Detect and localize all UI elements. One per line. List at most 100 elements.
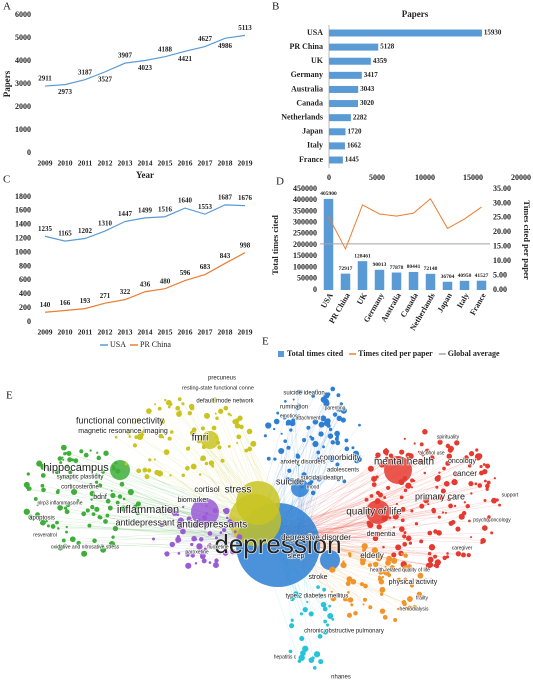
network-node (61, 444, 67, 451)
network-node (306, 425, 311, 430)
network-node (442, 555, 447, 561)
bar (476, 280, 487, 290)
panel-label: A (3, 1, 11, 13)
node-label: corticosterone (61, 485, 99, 491)
node-label: nhanes (331, 675, 351, 681)
network-node (236, 534, 243, 540)
network-node (110, 492, 116, 499)
network-edge (58, 528, 263, 533)
network-node (429, 455, 435, 461)
y-tick-label: 0 (27, 148, 31, 157)
y-tick-label: 250000 (293, 229, 317, 238)
y-tick-label: 1200 (15, 233, 31, 242)
network-node (481, 525, 488, 531)
network-node (374, 456, 378, 460)
x-tick-label: 2018 (218, 159, 233, 168)
y-tick-label: 1000 (15, 125, 31, 134)
network-node (57, 456, 63, 461)
network-node (185, 446, 190, 451)
data-label: 140 (40, 301, 51, 309)
network-node (185, 465, 190, 471)
y-tick-label: 0 (27, 317, 31, 326)
network-node (227, 519, 233, 525)
network-node (427, 556, 434, 563)
network-node (108, 541, 116, 548)
x-tick-label: UK (355, 291, 369, 307)
y-tick-label: 50000 (297, 274, 317, 283)
y-tick-label: 1000 (15, 247, 31, 256)
y-tick-label: 150000 (293, 251, 317, 260)
data-label: 4188 (158, 45, 173, 53)
network-node (417, 572, 424, 579)
network-node (363, 583, 368, 589)
network-edge (303, 458, 377, 537)
network-edge (302, 510, 412, 529)
network-node (190, 463, 197, 470)
network-node (342, 597, 348, 602)
network-node (207, 531, 213, 536)
data-label: 193 (80, 297, 91, 305)
network-node (211, 464, 215, 468)
legend-label: Global average (448, 349, 500, 358)
node-label: suicide ideation (283, 391, 324, 397)
network-node (354, 458, 360, 464)
network-node (323, 619, 327, 624)
panel-label: E (6, 390, 13, 402)
network-node (290, 618, 294, 622)
network-node (316, 450, 321, 455)
panel-label: B (272, 1, 279, 13)
x-tick-label: 2011 (78, 328, 93, 337)
x-tick-label: 2017 (198, 328, 213, 337)
network-node (186, 516, 192, 522)
network-node (468, 451, 475, 457)
network-node (340, 417, 346, 423)
network-node (96, 455, 102, 461)
network-node (312, 477, 316, 481)
node-label: cortisol (194, 485, 220, 494)
data-label: 166 (60, 299, 71, 307)
network-node (425, 562, 432, 569)
network-edge (73, 491, 250, 552)
network-node (391, 552, 397, 558)
node-label: resting-state functional conne (182, 385, 254, 391)
y-tick-label: 200 (19, 303, 31, 312)
network-node (175, 405, 181, 411)
legend-label: USA (110, 340, 126, 349)
network-node (422, 429, 428, 435)
network-node (103, 450, 109, 456)
network-node (299, 612, 304, 616)
network-node (136, 417, 141, 423)
network-node (204, 434, 208, 438)
network-node (112, 525, 119, 532)
network-node (191, 535, 197, 542)
network-node (288, 649, 293, 654)
node-label: suicidal ideation (301, 476, 344, 482)
data-label: 5128 (380, 43, 395, 51)
network-node (89, 482, 93, 487)
network-node (454, 440, 460, 446)
network-node (164, 551, 170, 557)
network-node (381, 575, 385, 579)
network-node (345, 581, 351, 587)
network-node (214, 536, 219, 540)
bar (408, 271, 419, 290)
network-node (485, 463, 491, 469)
data-label: 72148 (424, 266, 438, 272)
network-node (437, 439, 443, 445)
network-node (297, 659, 302, 663)
node-label: bdnf (93, 494, 107, 501)
network-edge (113, 468, 253, 526)
network-node (28, 514, 34, 520)
network-node (218, 408, 224, 414)
node-label: sleep (288, 553, 305, 560)
network-node (353, 611, 358, 616)
network-node (282, 415, 287, 420)
network-node (376, 524, 382, 530)
network-node (455, 526, 461, 532)
network-node (326, 392, 331, 397)
network-node (236, 442, 239, 445)
network-node (94, 480, 99, 484)
data-label: 41527 (475, 273, 489, 279)
network-node (164, 398, 167, 402)
network-node (135, 511, 140, 516)
